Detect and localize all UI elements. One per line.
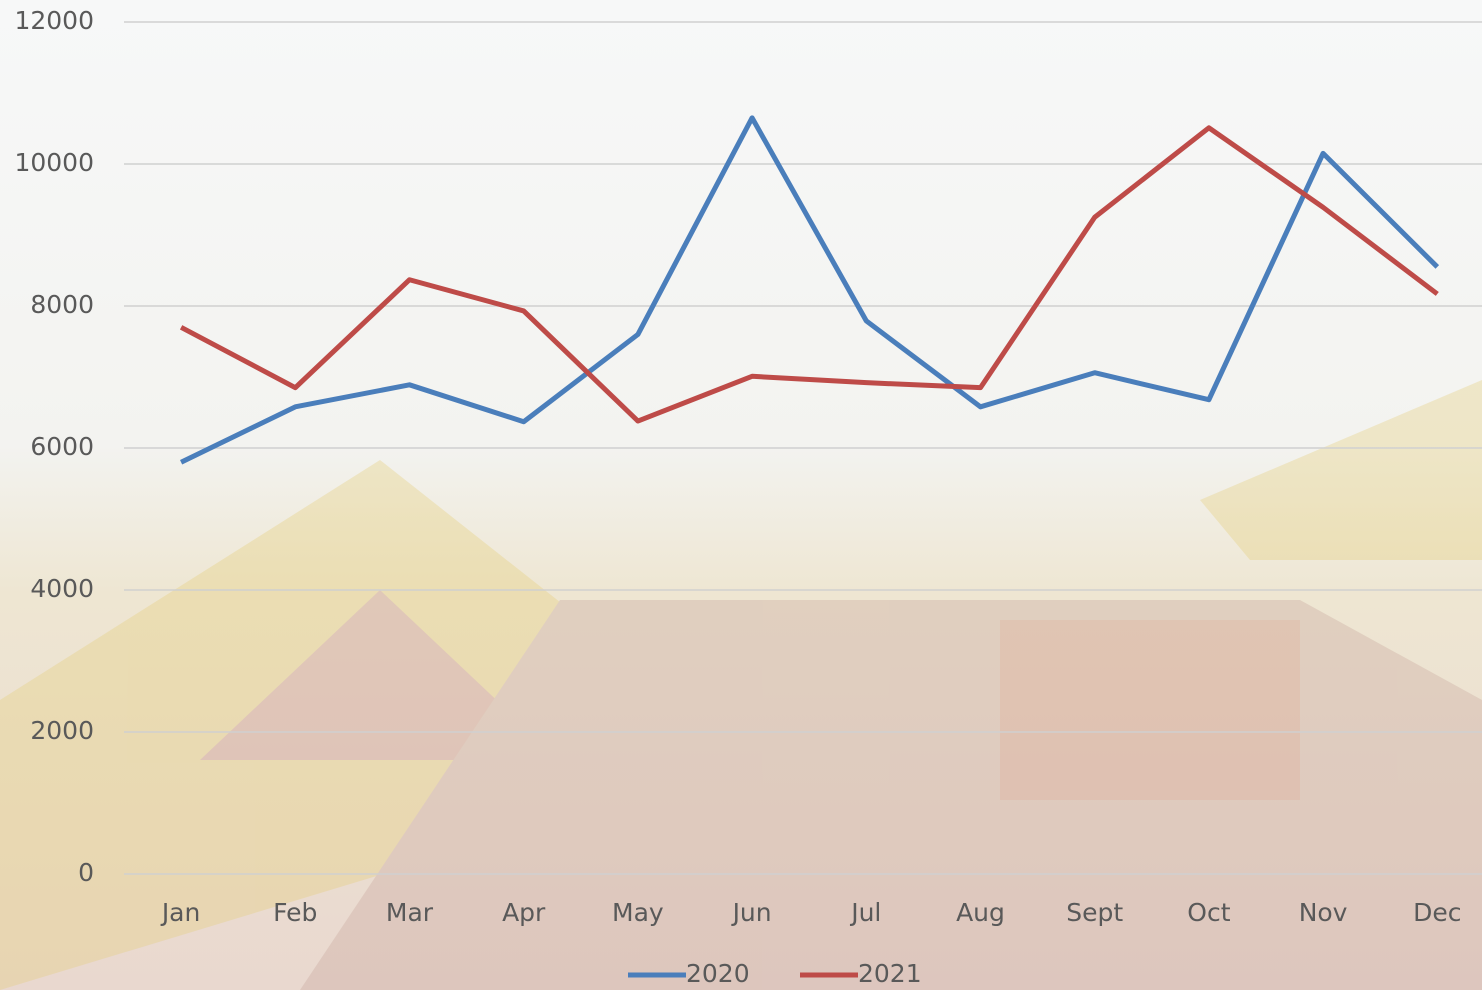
x-tick-label: Mar xyxy=(386,898,434,927)
x-tick-label: Oct xyxy=(1187,898,1230,927)
x-tick-label: Nov xyxy=(1299,898,1348,927)
x-tick-label: Jun xyxy=(731,898,772,927)
legend-label: 2021 xyxy=(858,959,922,988)
x-tick-label: Dec xyxy=(1413,898,1461,927)
y-tick-label: 4000 xyxy=(30,574,94,603)
x-tick-label: May xyxy=(612,898,664,927)
x-tick-label: Aug xyxy=(956,898,1005,927)
x-tick-label: Apr xyxy=(502,898,546,927)
y-tick-label: 10000 xyxy=(14,148,94,177)
x-tick-label: Jul xyxy=(849,898,881,927)
y-tick-label: 2000 xyxy=(30,716,94,745)
x-tick-label: Jan xyxy=(160,898,201,927)
x-tick-label: Sept xyxy=(1066,898,1123,927)
y-tick-label: 0 xyxy=(78,858,94,887)
chart: 0 2000 4000 6000 8000 10000 12000 Jan Feb Mar Apr M… xyxy=(0,0,1482,990)
x-tick-label: Feb xyxy=(273,898,317,927)
y-tick-label: 8000 xyxy=(30,290,94,319)
legend-label: 2020 xyxy=(686,959,750,988)
y-tick-label: 12000 xyxy=(14,6,94,35)
y-tick-label: 6000 xyxy=(30,432,94,461)
